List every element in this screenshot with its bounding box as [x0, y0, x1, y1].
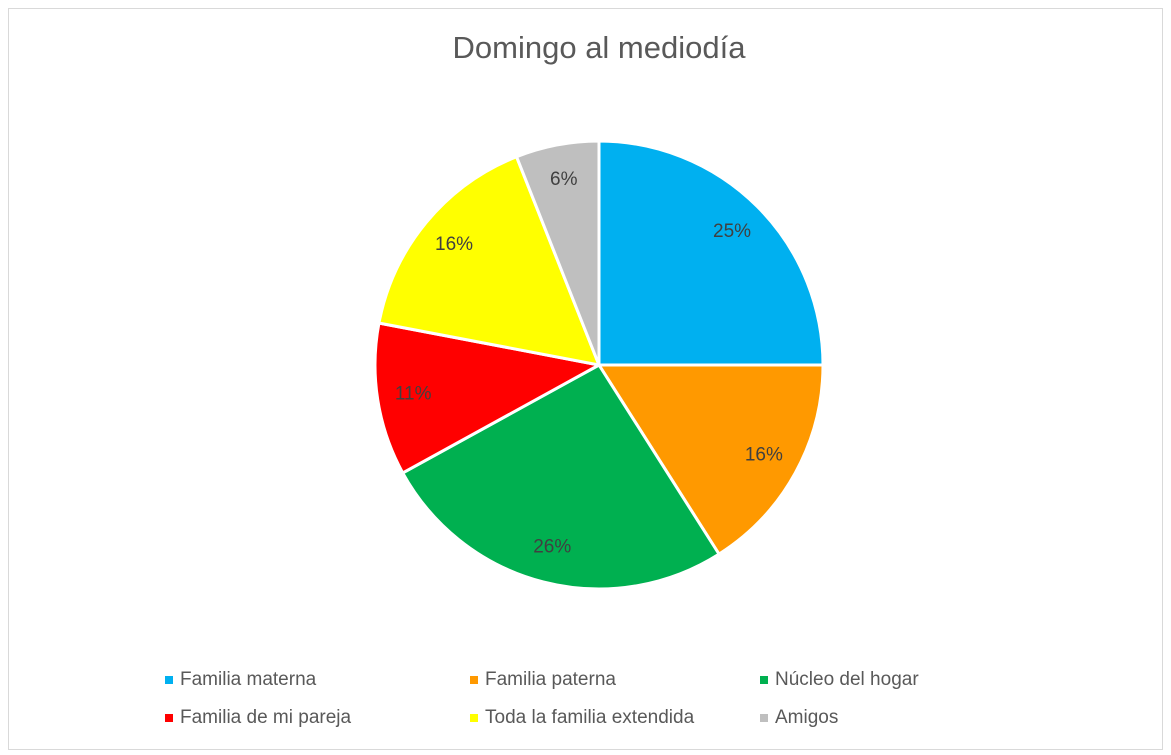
legend-swatch — [165, 714, 173, 722]
legend-label: Toda la familia extendida — [485, 707, 695, 728]
pie-slice — [596, 363, 825, 557]
pie-slice — [400, 363, 722, 591]
legend-swatch — [760, 676, 768, 684]
pie-slice — [373, 321, 604, 475]
legend-label: Amigos — [775, 707, 838, 728]
legend-swatch — [470, 714, 478, 722]
legend-swatch — [165, 676, 173, 684]
data-label: 26% — [533, 536, 571, 557]
legend-swatch — [760, 714, 768, 722]
data-label: 11% — [395, 383, 432, 404]
chart-title: Domingo al mediodía — [453, 30, 747, 65]
data-label: 6% — [550, 169, 578, 190]
legend-label: Núcleo del hogar — [775, 669, 919, 690]
data-label: 25% — [713, 221, 751, 242]
pie-slice — [377, 154, 602, 367]
legend-swatch — [470, 676, 478, 684]
legend-label: Familia de mi pareja — [180, 707, 351, 728]
legend-label: Familia materna — [180, 669, 317, 690]
data-label: 16% — [745, 445, 783, 466]
data-label: 16% — [435, 234, 473, 255]
pie-slice — [514, 139, 601, 366]
legend-label: Familia paterna — [485, 669, 616, 690]
pie-slice — [597, 139, 825, 367]
